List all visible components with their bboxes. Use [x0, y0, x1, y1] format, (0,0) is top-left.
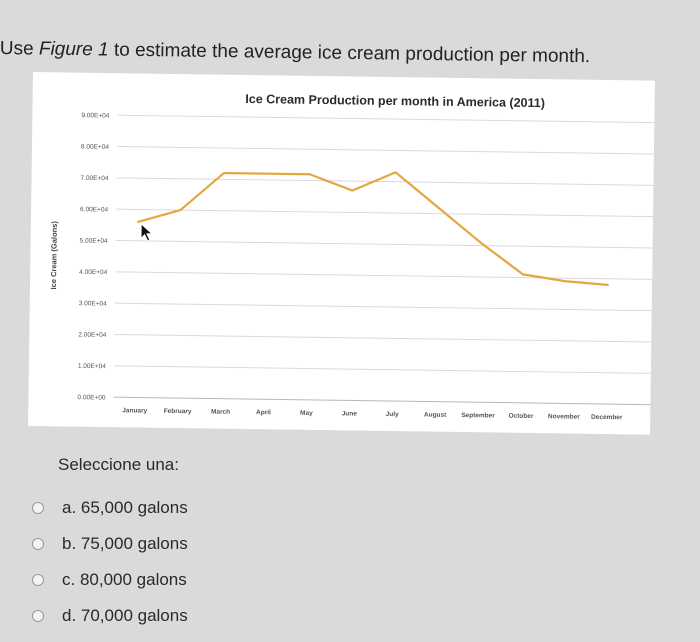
y-tick-label: 3.00E+04	[79, 300, 107, 307]
y-tick-label: 0.00E+00	[77, 394, 105, 401]
gridline	[115, 240, 653, 249]
x-tick-label: November	[548, 413, 580, 420]
answer-option-b[interactable]: b. 75,000 galons	[24, 526, 188, 562]
gridline	[116, 146, 654, 155]
answer-section: Seleccione una: a. 65,000 galons b. 75,0…	[24, 455, 188, 634]
x-tick-label: July	[386, 411, 399, 418]
answer-option-a-label: a. 65,000 galons	[62, 498, 188, 517]
gridline	[116, 208, 654, 218]
answer-option-b-label: b. 75,000 galons	[62, 534, 188, 553]
x-tick-label: September	[461, 412, 495, 419]
x-tick-label: February	[164, 408, 192, 415]
radio-button-d[interactable]	[32, 610, 44, 622]
x-tick-label: March	[211, 409, 230, 416]
line-chart: Ice Cream Production per month in Americ…	[49, 92, 655, 421]
gridline	[114, 302, 652, 312]
radio-button-c[interactable]	[32, 574, 44, 586]
y-tick-label: 2.00E+04	[78, 331, 106, 338]
radio-button-a[interactable]	[32, 502, 44, 514]
x-tick-label: January	[122, 407, 147, 414]
y-tick-label: 6.00E+04	[80, 206, 108, 213]
gridline	[115, 271, 653, 280]
x-tick-label: June	[342, 410, 358, 417]
gridline	[114, 333, 652, 343]
question-suffix: to estimate the average ice cream produc…	[108, 39, 591, 68]
chart-title: Ice Cream Production per month in Americ…	[245, 92, 545, 110]
radio-button-b[interactable]	[32, 538, 44, 550]
answer-option-c-label: c. 80,000 galons	[62, 570, 187, 589]
y-tick-label: 8.00E+04	[81, 144, 109, 151]
y-axis-label: Ice Cream (Galons)	[49, 221, 59, 290]
y-tick-label: 4.00E+04	[79, 269, 107, 276]
x-tick-label: May	[300, 410, 313, 417]
y-tick-label: 7.00E+04	[80, 175, 108, 182]
mouse-cursor-icon	[140, 223, 153, 242]
gridline	[117, 114, 655, 124]
gridline	[113, 396, 651, 406]
chart-card: Ice Cream Production per month in Americ…	[28, 72, 655, 435]
question-prefix: Use	[0, 38, 40, 60]
series-line	[137, 171, 609, 287]
gridline	[116, 177, 654, 186]
x-tick-label: April	[256, 409, 271, 416]
figure-reference: Figure 1	[38, 38, 109, 61]
x-tick-label: December	[591, 414, 623, 421]
y-tick-label: 1.00E+04	[78, 363, 106, 370]
answer-option-d-label: d. 70,000 galons	[62, 606, 188, 625]
answer-option-d[interactable]: d. 70,000 galons	[24, 598, 188, 634]
y-tick-label: 5.00E+04	[80, 238, 108, 245]
question-text: Use Figure 1 to estimate the average ice…	[0, 38, 590, 68]
answer-prompt: Seleccione una:	[58, 455, 179, 474]
answer-option-c[interactable]: c. 80,000 galons	[24, 562, 188, 598]
x-tick-label: October	[508, 413, 533, 420]
y-tick-label: 9.00E+04	[81, 112, 109, 119]
x-tick-label: August	[424, 411, 447, 418]
gridline	[113, 365, 651, 374]
answer-option-a[interactable]: a. 65,000 galons	[24, 490, 188, 526]
